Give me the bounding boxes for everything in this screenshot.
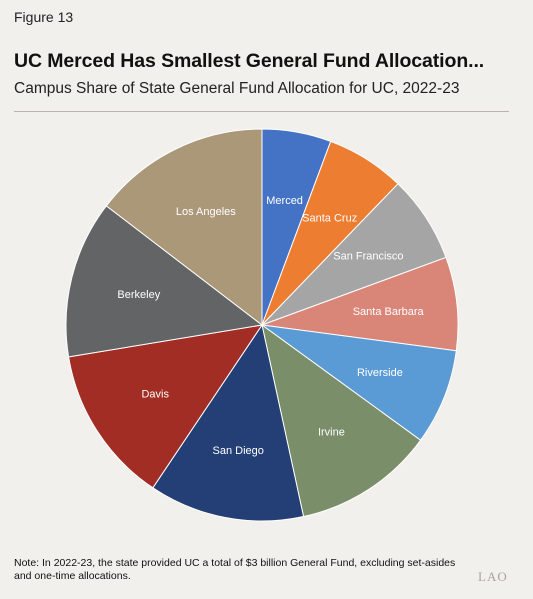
slice-label-santa-cruz: Santa Cruz (302, 213, 357, 225)
pie-slice-san-diego (152, 323, 305, 522)
pie-slice-davis (68, 324, 264, 489)
figure-label: Figure 13 (14, 9, 74, 25)
slice-label-san-diego: San Diego (213, 445, 264, 457)
slice-label-santa-barbara: Santa Barbara (353, 306, 425, 318)
slice-label-merced: Merced (266, 195, 303, 207)
pie-slice-berkeley (65, 205, 264, 358)
chart-title: UC Merced Has Smallest General Fund Allo… (14, 50, 485, 72)
pie-slice-los-angeles (105, 128, 263, 327)
pie-slice-riverside (261, 324, 457, 441)
chart-note: Note: In 2022-23, the state provided UC … (14, 557, 456, 582)
pie-slice-santa-barbara (261, 256, 459, 352)
slice-label-riverside: Riverside (357, 367, 403, 379)
chart-subtitle: Campus Share of State General Fund Alloc… (14, 80, 460, 97)
slice-label-berkeley: Berkeley (117, 289, 160, 301)
lao-logo: LAO (478, 569, 508, 584)
title-divider (14, 111, 509, 112)
slice-label-davis: Davis (141, 389, 169, 401)
slice-label-san-francisco: San Francisco (333, 251, 403, 263)
pie-slice-irvine (261, 323, 422, 518)
slice-label-los-angeles: Los Angeles (176, 206, 236, 218)
slice-label-irvine: Irvine (318, 426, 345, 438)
